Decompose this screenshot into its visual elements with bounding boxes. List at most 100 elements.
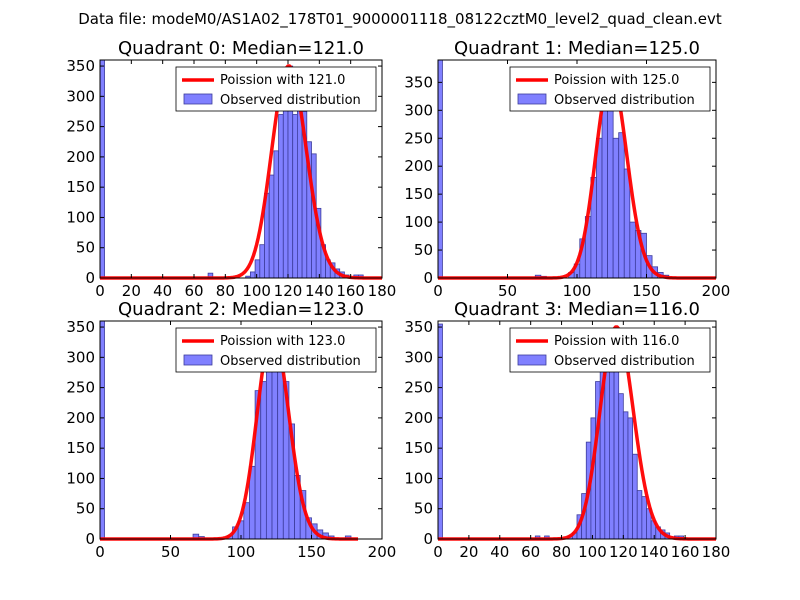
- y-tick-label: 350: [404, 73, 433, 91]
- y-tick-label: 50: [414, 241, 433, 259]
- histogram-bar: [622, 411, 629, 540]
- axes-frame: [99, 59, 383, 279]
- x-tick-label: 40: [490, 543, 509, 561]
- histogram-bar: [249, 271, 256, 279]
- x-tick-label: 160: [336, 282, 365, 300]
- y-tick-label: 200: [66, 148, 95, 166]
- legend-bars-swatch: [183, 93, 213, 105]
- histogram-bar: [437, 323, 443, 540]
- y-tick-label: 300: [66, 348, 95, 366]
- quadrant-1-panel: 0 50 100 150 200 0 50 100 150 200 250 300 350 Quadran…: [404, 38, 730, 300]
- x-tick-label: 140: [305, 282, 334, 300]
- x-tick-label: 0: [433, 543, 443, 561]
- y-tick-label: 250: [66, 118, 95, 136]
- y-tick-label: 150: [404, 185, 433, 203]
- histogram-bar: [618, 132, 625, 279]
- histogram-bar: [277, 369, 284, 540]
- legend: Poission with 123.0 Observed distribution: [175, 327, 377, 373]
- y-tick-label: 250: [66, 379, 95, 397]
- legend-curve-label: Poission with 121.0: [220, 73, 345, 88]
- y-tick-label: 50: [414, 500, 433, 518]
- legend-bars-label: Observed distribution: [220, 354, 361, 369]
- x-tick-label: 0: [433, 282, 443, 300]
- panel-title: Quadrant 0: Median=121.0: [118, 38, 364, 59]
- y-tick-label: 350: [404, 318, 433, 336]
- legend-curve-label: Poission with 123.0: [220, 334, 345, 349]
- histogram-bar: [632, 453, 638, 540]
- x-tick-label: 80: [552, 543, 571, 561]
- histogram-bar: [260, 381, 267, 540]
- quadrant-0-panel: 0 20 40 60 80 100 120 140 160 1800501001502002503…: [66, 38, 396, 300]
- panel-title: Quadrant 2: Median=123.0: [118, 299, 364, 320]
- x-tick-label: 100: [242, 282, 271, 300]
- x-tick-label: 0: [95, 543, 105, 561]
- x-tick-label: 180: [702, 543, 731, 561]
- x-tick-label: 160: [671, 543, 700, 561]
- y-tick-label: 0: [423, 269, 433, 287]
- histogram-bar: [273, 150, 279, 279]
- y-tick-label: 200: [66, 409, 95, 427]
- histogram-bar: [636, 490, 643, 540]
- x-tick-label: 50: [161, 543, 180, 561]
- histogram-bar: [437, 59, 443, 279]
- legend: Poission with 121.0 Observed distribution: [175, 66, 377, 112]
- y-tick-label: 300: [66, 87, 95, 105]
- histogram-bar: [268, 174, 275, 279]
- x-tick-label: 140: [640, 543, 669, 561]
- quadrant-2-panel: 0 50 100 150 200 0 50 100 150 200 250 300 350 Quadran…: [66, 299, 396, 561]
- x-tick-label: 200: [702, 282, 731, 300]
- x-tick-label: 200: [368, 543, 397, 561]
- legend-bars-label: Observed distribution: [554, 93, 695, 108]
- x-tick-label: 180: [368, 282, 397, 300]
- y-tick-label: 150: [66, 178, 95, 196]
- y-tick-label: 200: [404, 157, 433, 175]
- histogram-bar: [627, 417, 633, 540]
- x-tick-label: 60: [184, 282, 203, 300]
- x-tick-label: 100: [563, 282, 592, 300]
- y-tick-label: 100: [66, 208, 95, 226]
- panel-title: Quadrant 3: Median=116.0: [454, 299, 700, 320]
- histogram-bar: [612, 137, 620, 279]
- legend: Poission with 116.0 Observed distribution: [509, 327, 711, 373]
- histogram-bar: [623, 168, 631, 279]
- histogram-bar: [99, 59, 105, 279]
- y-tick-label: 150: [404, 439, 433, 457]
- y-tick-label: 300: [404, 348, 433, 366]
- legend-bars-label: Observed distribution: [220, 93, 361, 108]
- panel-title: Quadrant 1: Median=125.0: [454, 38, 700, 59]
- y-tick-label: 100: [404, 469, 433, 487]
- x-tick-label: 150: [297, 543, 326, 561]
- x-tick-label: 150: [632, 282, 661, 300]
- legend-bars-swatch: [517, 354, 547, 366]
- x-tick-label: 50: [498, 282, 517, 300]
- y-tick-label: 50: [76, 500, 95, 518]
- histogram-bar: [629, 221, 636, 279]
- y-tick-label: 200: [404, 409, 433, 427]
- legend-bars-swatch: [183, 354, 213, 366]
- histogram-bar: [254, 259, 261, 279]
- y-tick-label: 250: [404, 129, 433, 147]
- x-tick-label: 0: [95, 282, 105, 300]
- histogram-bar: [601, 93, 608, 279]
- legend-bars-swatch: [517, 93, 547, 105]
- y-tick-label: 150: [66, 439, 95, 457]
- histogram-bar: [641, 496, 647, 540]
- y-tick-label: 100: [404, 213, 433, 231]
- suptitle: Data file: modeM0/AS1A02_178T01_90000011…: [78, 10, 722, 29]
- histogram-bar: [596, 137, 603, 279]
- y-tick-label: 250: [404, 379, 433, 397]
- y-tick-label: 350: [66, 318, 95, 336]
- x-tick-label: 100: [227, 543, 256, 561]
- x-tick-label: 100: [578, 543, 607, 561]
- y-tick-label: 0: [85, 530, 95, 548]
- histogram-bar: [618, 393, 624, 540]
- histogram-bar: [99, 320, 105, 540]
- x-tick-label: 120: [274, 282, 303, 300]
- legend-curve-label: Poission with 125.0: [554, 73, 679, 88]
- x-tick-label: 40: [153, 282, 172, 300]
- y-tick-label: 100: [66, 469, 95, 487]
- legend-bars-label: Observed distribution: [554, 354, 695, 369]
- axes-frame: [437, 320, 717, 540]
- quadrant-3-panel: 0 20 40 60 80 100 120 140 160 1800501001502002503…: [404, 299, 730, 561]
